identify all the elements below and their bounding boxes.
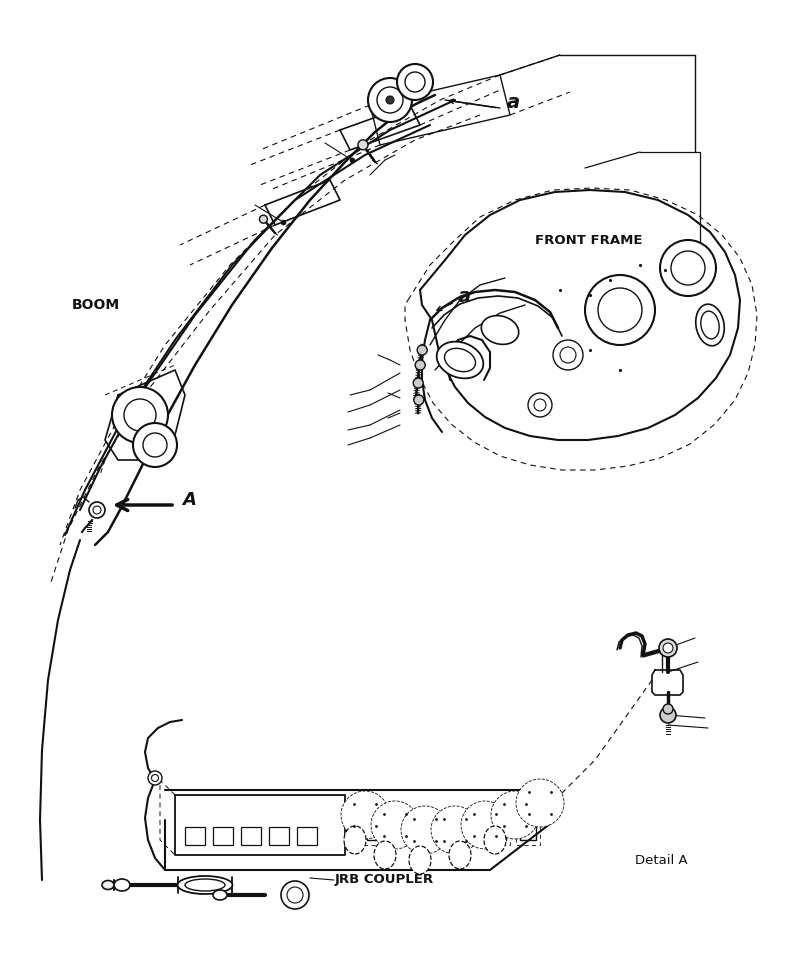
Circle shape [407, 812, 443, 848]
Circle shape [417, 345, 427, 355]
Circle shape [660, 707, 676, 723]
Circle shape [151, 774, 158, 781]
Ellipse shape [701, 311, 719, 339]
Circle shape [377, 87, 403, 113]
Ellipse shape [374, 841, 396, 869]
Circle shape [534, 399, 546, 411]
Ellipse shape [695, 304, 724, 346]
Ellipse shape [409, 846, 431, 874]
Ellipse shape [484, 826, 506, 854]
Circle shape [474, 814, 496, 836]
Text: Detail A: Detail A [635, 854, 687, 866]
Circle shape [386, 96, 394, 104]
Text: A: A [182, 491, 196, 509]
Circle shape [89, 502, 105, 518]
Bar [241, 827, 261, 845]
Bar [213, 827, 233, 845]
Circle shape [528, 393, 552, 417]
Circle shape [377, 807, 413, 843]
Ellipse shape [449, 841, 471, 869]
Circle shape [444, 819, 466, 841]
Circle shape [598, 288, 642, 332]
Circle shape [143, 433, 167, 457]
Circle shape [671, 251, 705, 285]
Circle shape [397, 64, 433, 100]
Circle shape [341, 791, 389, 839]
Circle shape [467, 807, 503, 843]
Circle shape [405, 72, 425, 92]
Text: BOOM: BOOM [72, 298, 120, 312]
Circle shape [281, 881, 309, 909]
Circle shape [491, 791, 539, 839]
Circle shape [354, 804, 376, 826]
Circle shape [124, 399, 156, 431]
Circle shape [347, 797, 383, 833]
Ellipse shape [444, 348, 475, 372]
Circle shape [93, 506, 101, 514]
Circle shape [401, 806, 449, 854]
Circle shape [413, 395, 424, 405]
Circle shape [260, 215, 268, 224]
Bar [185, 827, 205, 845]
Circle shape [287, 887, 303, 903]
Bar [269, 827, 289, 845]
Circle shape [384, 814, 406, 836]
Circle shape [659, 639, 677, 657]
Circle shape [413, 378, 423, 388]
Ellipse shape [114, 879, 130, 891]
Ellipse shape [482, 316, 519, 345]
Ellipse shape [102, 881, 114, 890]
Text: a: a [507, 93, 520, 111]
Text: JRB COUPLER: JRB COUPLER [335, 873, 434, 887]
Circle shape [461, 801, 509, 849]
Circle shape [560, 347, 576, 363]
Circle shape [414, 819, 436, 841]
Bar [297, 827, 317, 845]
Circle shape [497, 797, 533, 833]
Circle shape [415, 360, 425, 370]
Ellipse shape [436, 342, 483, 378]
Circle shape [358, 139, 368, 150]
Text: FRONT FRAME: FRONT FRAME [535, 233, 642, 247]
Circle shape [148, 771, 162, 785]
Circle shape [529, 792, 551, 814]
Circle shape [133, 423, 177, 467]
Circle shape [585, 275, 655, 345]
Circle shape [663, 643, 673, 653]
Circle shape [553, 340, 583, 370]
Ellipse shape [213, 890, 227, 900]
Circle shape [516, 779, 564, 827]
Ellipse shape [177, 876, 233, 894]
Circle shape [504, 804, 526, 826]
Circle shape [663, 704, 673, 714]
Text: a: a [458, 287, 471, 306]
Circle shape [368, 78, 412, 122]
Circle shape [660, 240, 716, 296]
Circle shape [437, 812, 473, 848]
Circle shape [522, 785, 558, 821]
Circle shape [431, 806, 479, 854]
Ellipse shape [344, 826, 366, 854]
Circle shape [371, 801, 419, 849]
Circle shape [112, 387, 168, 443]
Ellipse shape [185, 879, 225, 891]
